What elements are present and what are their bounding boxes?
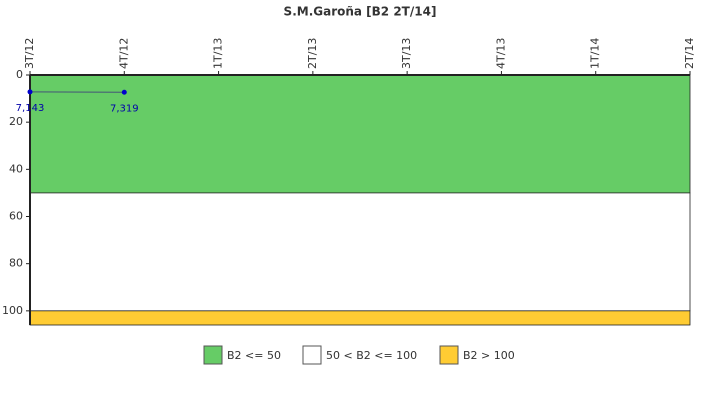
x-tick-label: 2T/14 [683, 38, 696, 69]
x-tick-label: 1T/14 [589, 38, 602, 69]
band [29, 310, 691, 326]
y-tick-label: 20 [9, 115, 23, 128]
y-tick-label: 80 [9, 257, 23, 270]
legend-label: B2 > 100 [463, 349, 515, 362]
x-tick-label: 3T/12 [23, 38, 36, 69]
value-label: 7,319 [110, 103, 139, 114]
x-tick-label: 3T/13 [400, 38, 413, 69]
x-tick-label: 4T/13 [494, 38, 507, 69]
chart-title: S.M.Garoña [B2 2T/14] [284, 5, 437, 19]
y-tick-label: 60 [9, 210, 23, 223]
value-label: 7,143 [16, 103, 45, 114]
x-tick-label: 4T/12 [117, 38, 130, 69]
point [27, 89, 33, 95]
y-tick-label: 100 [2, 304, 23, 317]
x-tick-label: 2T/13 [306, 38, 319, 69]
y-tick-label: 40 [9, 162, 23, 175]
y-tick-label: 0 [16, 68, 23, 81]
legend-swatch [302, 345, 322, 365]
band [29, 192, 691, 312]
legend-label: 50 < B2 <= 100 [326, 349, 417, 362]
legend-swatch [203, 345, 223, 365]
legend-label: B2 <= 50 [227, 349, 281, 362]
x-tick-label: 1T/13 [212, 38, 225, 69]
point [121, 89, 127, 95]
band [29, 74, 691, 194]
legend-swatch [439, 345, 459, 365]
